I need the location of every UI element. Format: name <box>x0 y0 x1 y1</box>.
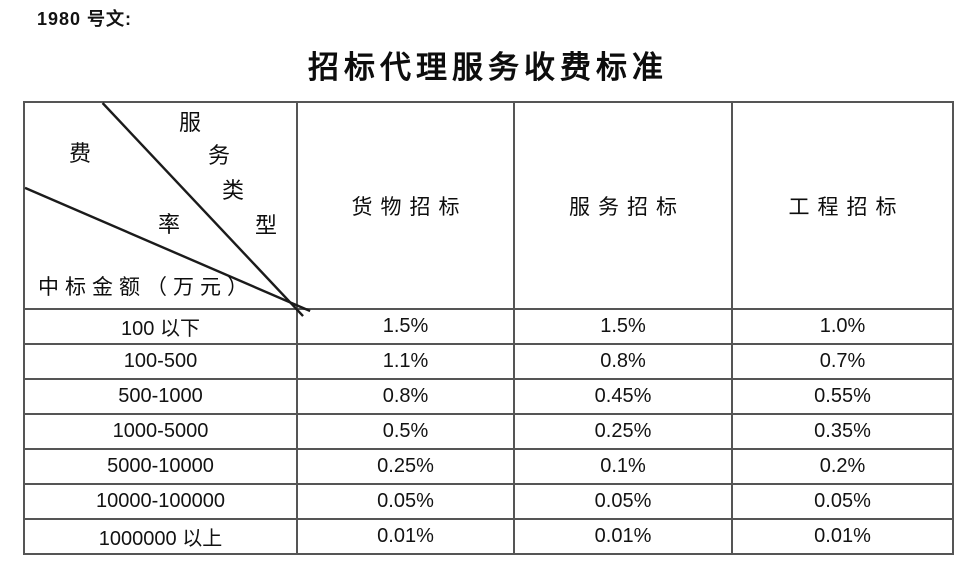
rate-cell: 0.45% <box>513 378 733 415</box>
rate-cell: 0.25% <box>513 413 733 450</box>
rate-cell: 0.01% <box>731 518 954 555</box>
amount-range-cell: 1000000 以上 <box>23 518 298 555</box>
rate-cell: 0.5% <box>296 413 515 450</box>
rate-cell: 0.8% <box>513 343 733 380</box>
corner-type-char-4: 型 <box>255 213 278 238</box>
diagonal-header: 费 率 服 务 类 型 中标金额（万元） <box>24 102 311 317</box>
row-axis-label: 中标金额（万元） <box>38 275 254 299</box>
table-row: 100-500 1.1% 0.8% 0.7% <box>23 343 954 380</box>
rate-cell: 0.05% <box>296 483 515 520</box>
corner-type-char-3: 类 <box>222 178 245 203</box>
diagonal-divider-lines <box>24 102 311 317</box>
rate-cell: 0.05% <box>513 483 733 520</box>
table-corner-cell: 费 率 服 务 类 型 中标金额（万元） <box>23 101 311 317</box>
table-row: 100 以下 1.5% 1.5% 1.0% <box>23 308 954 345</box>
column-header-goods: 货物招标 <box>296 101 515 310</box>
rate-cell: 1.0% <box>731 308 954 345</box>
corner-fee-char: 费 <box>69 141 92 166</box>
rate-cell: 0.01% <box>513 518 733 555</box>
rate-cell: 0.01% <box>296 518 515 555</box>
page-title: 招标代理服务收费标准 <box>308 50 668 85</box>
rate-cell: 0.05% <box>731 483 954 520</box>
table-row: 10000-100000 0.05% 0.05% 0.05% <box>23 483 954 520</box>
amount-range-cell: 5000-10000 <box>23 448 298 485</box>
table-row: 1000-5000 0.5% 0.25% 0.35% <box>23 413 954 450</box>
rate-cell: 1.5% <box>513 308 733 345</box>
rate-cell: 1.1% <box>296 343 515 380</box>
table-row: 5000-10000 0.25% 0.1% 0.2% <box>23 448 954 485</box>
amount-range-cell: 100-500 <box>23 343 298 380</box>
corner-type-char-2: 务 <box>208 143 231 168</box>
doc-reference: 1980 号文: <box>37 9 133 29</box>
rate-cell: 0.2% <box>731 448 954 485</box>
table-row: 500-1000 0.8% 0.45% 0.55% <box>23 378 954 415</box>
rate-cell: 0.55% <box>731 378 954 415</box>
corner-type-char-1: 服 <box>179 110 202 135</box>
rate-cell: 0.8% <box>296 378 515 415</box>
table-row: 1000000 以上 0.01% 0.01% 0.01% <box>23 518 954 555</box>
rate-cell: 0.25% <box>296 448 515 485</box>
rate-cell: 1.5% <box>296 308 515 345</box>
rate-cell: 0.7% <box>731 343 954 380</box>
corner-rate-char: 率 <box>158 212 181 237</box>
amount-range-cell: 1000-5000 <box>23 413 298 450</box>
table-header-row: 费 率 服 务 类 型 中标金额（万元） 货物招标 服务招标 工程招标 <box>23 101 954 317</box>
rate-cell: 0.35% <box>731 413 954 450</box>
column-header-works: 工程招标 <box>731 101 954 310</box>
amount-range-cell: 10000-100000 <box>23 483 298 520</box>
fee-table: 费 率 服 务 类 型 中标金额（万元） 货物招标 服务招标 工程招标 100 … <box>23 101 954 555</box>
amount-range-cell: 100 以下 <box>23 308 298 345</box>
amount-range-cell: 500-1000 <box>23 378 298 415</box>
column-header-services: 服务招标 <box>513 101 733 310</box>
rate-cell: 0.1% <box>513 448 733 485</box>
